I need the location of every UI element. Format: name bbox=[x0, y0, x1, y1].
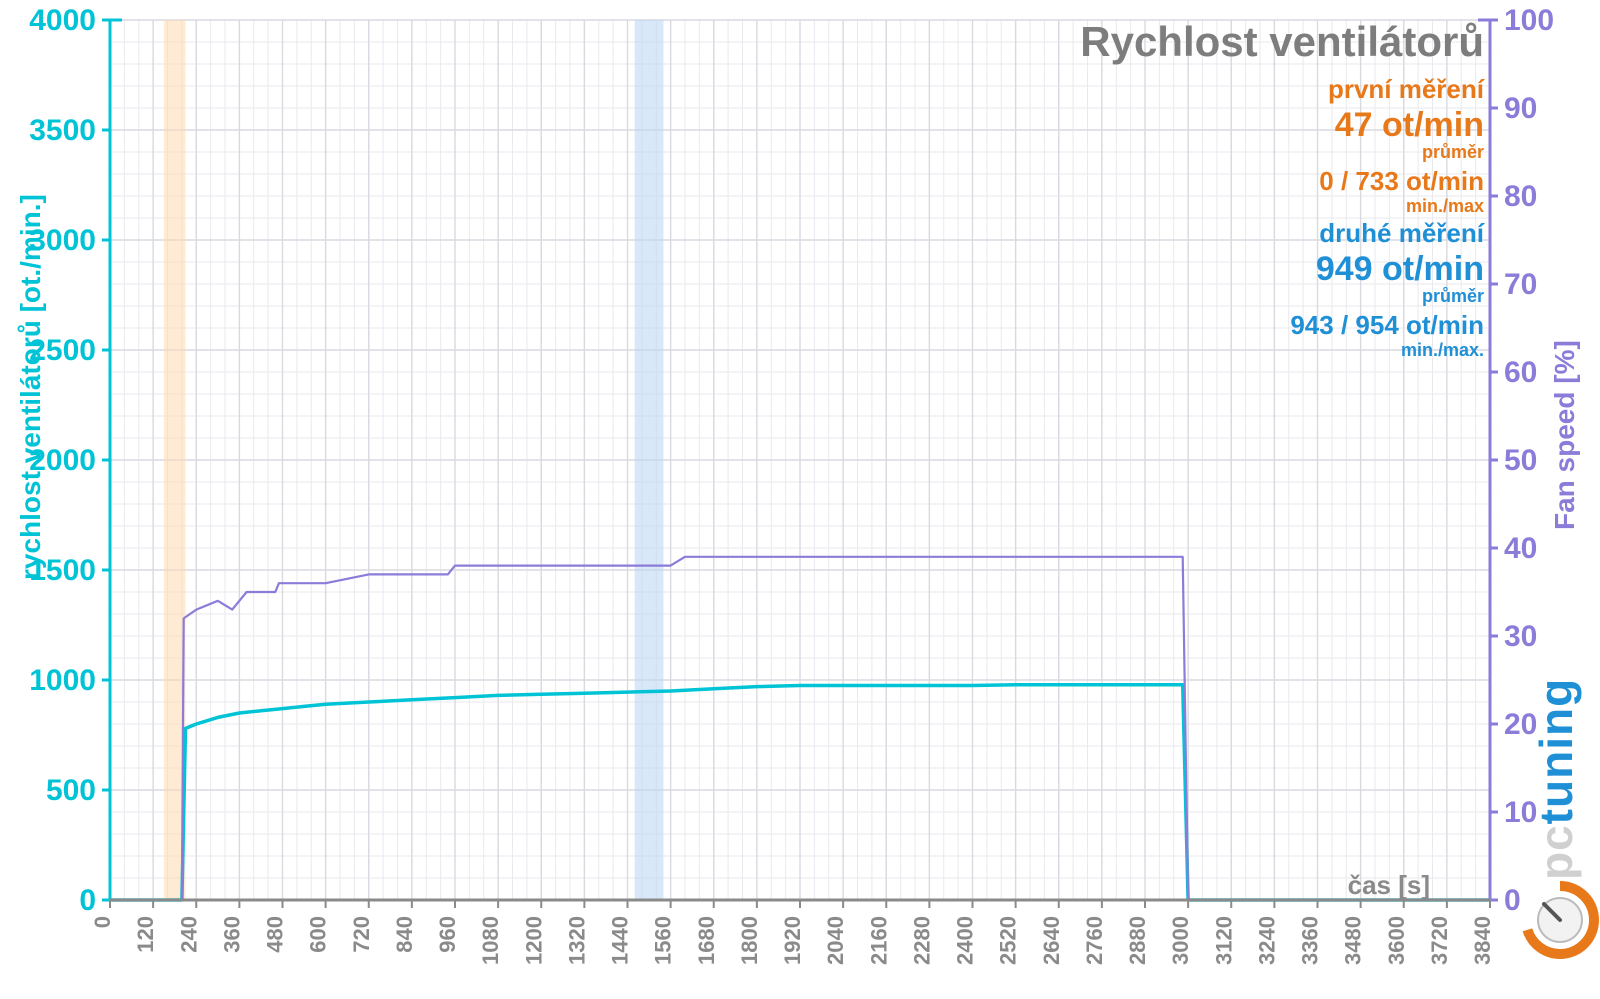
y-right-tick: 40 bbox=[1504, 532, 1537, 565]
x-tick: 2400 bbox=[953, 916, 978, 965]
anno-m2-head: druhé měření bbox=[1319, 218, 1484, 248]
y-right-tick: 30 bbox=[1504, 620, 1537, 653]
x-tick: 3120 bbox=[1211, 916, 1236, 965]
x-tick: 480 bbox=[263, 916, 288, 953]
x-tick: 3480 bbox=[1341, 916, 1366, 965]
anno-m1-avg: 47 ot/min bbox=[1335, 106, 1484, 144]
x-tick: 960 bbox=[435, 916, 460, 953]
x-tick: 3720 bbox=[1427, 916, 1452, 965]
x-tick: 1440 bbox=[608, 916, 633, 965]
y-right-axis-label: Fan speed [%] bbox=[1549, 340, 1580, 530]
x-tick: 120 bbox=[133, 916, 158, 953]
anno-m1-range: 0 / 733 ot/min bbox=[1319, 166, 1484, 196]
x-tick: 2040 bbox=[823, 916, 848, 965]
y-left-tick: 1000 bbox=[29, 664, 96, 697]
x-tick: 2520 bbox=[996, 916, 1021, 965]
x-tick: 1680 bbox=[694, 916, 719, 965]
y-right-tick: 70 bbox=[1504, 268, 1537, 301]
x-tick: 1920 bbox=[780, 916, 805, 965]
chart-title: Rychlost ventilátorů bbox=[1080, 18, 1484, 65]
anno-m1-avg-label: průměr bbox=[1422, 142, 1484, 162]
x-tick: 240 bbox=[176, 916, 201, 953]
y-right-tick: 80 bbox=[1504, 180, 1537, 213]
y-right-tick: 60 bbox=[1504, 356, 1537, 389]
fan-speed-chart: 0500100015002000250030003500400001020304… bbox=[0, 0, 1600, 999]
x-tick: 3840 bbox=[1470, 916, 1495, 965]
y-left-tick: 0 bbox=[79, 884, 96, 917]
y-left-tick: 3500 bbox=[29, 114, 96, 147]
x-tick: 2640 bbox=[1039, 916, 1064, 965]
x-tick: 3000 bbox=[1168, 916, 1193, 965]
anno-m2-avg: 949 ot/min bbox=[1316, 250, 1484, 288]
x-tick: 1080 bbox=[478, 916, 503, 965]
highlight-band bbox=[635, 20, 664, 900]
x-tick: 2160 bbox=[866, 916, 891, 965]
x-tick: 600 bbox=[306, 916, 331, 953]
y-right-tick: 100 bbox=[1504, 4, 1554, 37]
x-tick: 1560 bbox=[651, 916, 676, 965]
svg-text:pctuning: pctuning bbox=[1530, 678, 1582, 880]
x-tick: 3360 bbox=[1298, 916, 1323, 965]
x-axis-label: čas [s] bbox=[1348, 870, 1430, 900]
x-tick: 840 bbox=[392, 916, 417, 953]
y-left-axis-label: rychlost ventilátorů [ot./min.] bbox=[15, 194, 46, 580]
x-tick: 0 bbox=[90, 916, 115, 928]
x-tick: 360 bbox=[219, 916, 244, 953]
x-tick: 2280 bbox=[909, 916, 934, 965]
anno-m2-range-label: min./max. bbox=[1401, 340, 1484, 360]
x-tick: 1800 bbox=[737, 916, 762, 965]
x-tick: 1200 bbox=[521, 916, 546, 965]
anno-m2-range: 943 / 954 ot/min bbox=[1290, 310, 1484, 340]
y-right-tick: 50 bbox=[1504, 444, 1537, 477]
anno-m1-head: první měření bbox=[1328, 74, 1485, 104]
y-left-tick: 4000 bbox=[29, 4, 96, 37]
anno-m1-range-label: min./max bbox=[1406, 196, 1484, 216]
y-right-tick: 90 bbox=[1504, 92, 1537, 125]
x-tick: 2880 bbox=[1125, 916, 1150, 965]
y-left-tick: 500 bbox=[46, 774, 96, 807]
x-tick: 3240 bbox=[1254, 916, 1279, 965]
anno-m2-avg-label: průměr bbox=[1422, 286, 1484, 306]
x-tick: 720 bbox=[349, 916, 374, 953]
y-right-tick: 0 bbox=[1504, 884, 1521, 917]
x-tick: 2760 bbox=[1082, 916, 1107, 965]
x-tick: 1320 bbox=[564, 916, 589, 965]
x-tick: 3600 bbox=[1384, 916, 1409, 965]
